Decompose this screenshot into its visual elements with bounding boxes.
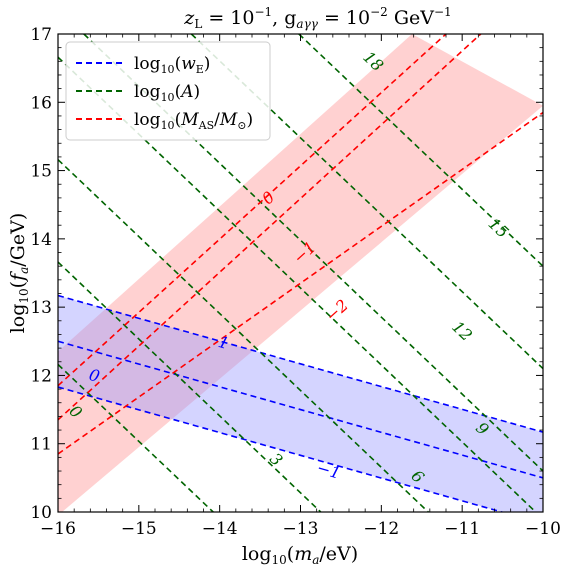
x-tick-label: −15	[121, 519, 157, 539]
contour-a-2	[58, 159, 429, 512]
band-mass	[58, 34, 543, 512]
y-tick-label: 12	[30, 366, 52, 386]
contour-mas-0	[58, 34, 447, 387]
y-tick-label: 16	[30, 93, 52, 113]
y-tick-label: 15	[30, 162, 52, 182]
x-tick-label: −11	[444, 519, 480, 539]
x-tick-label: −12	[363, 519, 399, 539]
x-tick-label: −14	[202, 519, 238, 539]
band-width	[58, 295, 543, 512]
contour-label-a-1: 3	[266, 449, 286, 470]
legend: log10(wE) log10(A) log10(MAS/M⊙)	[65, 41, 271, 141]
y-tick-label: 10	[30, 503, 52, 523]
legend-entry-wE: log10(wE)	[76, 54, 210, 76]
contour-label-we-0: 1	[216, 332, 231, 353]
legend-entry-MAS: log10(MAS/M⊙)	[76, 110, 253, 132]
legend-box	[65, 41, 271, 141]
contour-mas-1	[58, 34, 482, 421]
contour-label-a-5: 15	[485, 214, 513, 242]
y-tick-label: 17	[30, 25, 52, 45]
x-tick-label: −16	[40, 519, 76, 539]
contour-we-2	[58, 386, 505, 512]
x-tick-label: −10	[525, 519, 561, 539]
contour-mas-2	[58, 111, 543, 455]
legend-entry-A: log10(A)	[76, 82, 200, 104]
plot-area	[58, 34, 543, 512]
contour-we-1	[58, 340, 543, 479]
legend-label-A: log10(A)	[134, 82, 200, 104]
contour-label-mas-2: −2	[322, 296, 352, 326]
y-axis-label: log10(fa/GeV)	[7, 213, 31, 334]
contour-a-1	[58, 261, 322, 512]
contour-label-a-4: 12	[448, 317, 476, 345]
contour-label-we-1: 0	[87, 365, 102, 386]
legend-label-wE: log10(wE)	[134, 54, 210, 76]
x-axis-label: log10(ma/eV)	[242, 543, 358, 567]
x-axis: −16 −15 −14 −13 −12 −11 −10	[40, 34, 561, 539]
chart-title: zL = 10−1, gaγγ = 10−2 GeV−1	[183, 5, 451, 31]
y-tick-label: 13	[30, 298, 52, 318]
contour-a-6	[298, 34, 543, 267]
legend-label-MAS: log10(MAS/M⊙)	[134, 110, 253, 132]
y-tick-label: 14	[30, 230, 52, 250]
x-tick-label: −13	[283, 519, 319, 539]
contour-we-0	[58, 294, 543, 433]
contour-a-0	[58, 363, 214, 512]
y-tick-label: 11	[30, 435, 52, 455]
